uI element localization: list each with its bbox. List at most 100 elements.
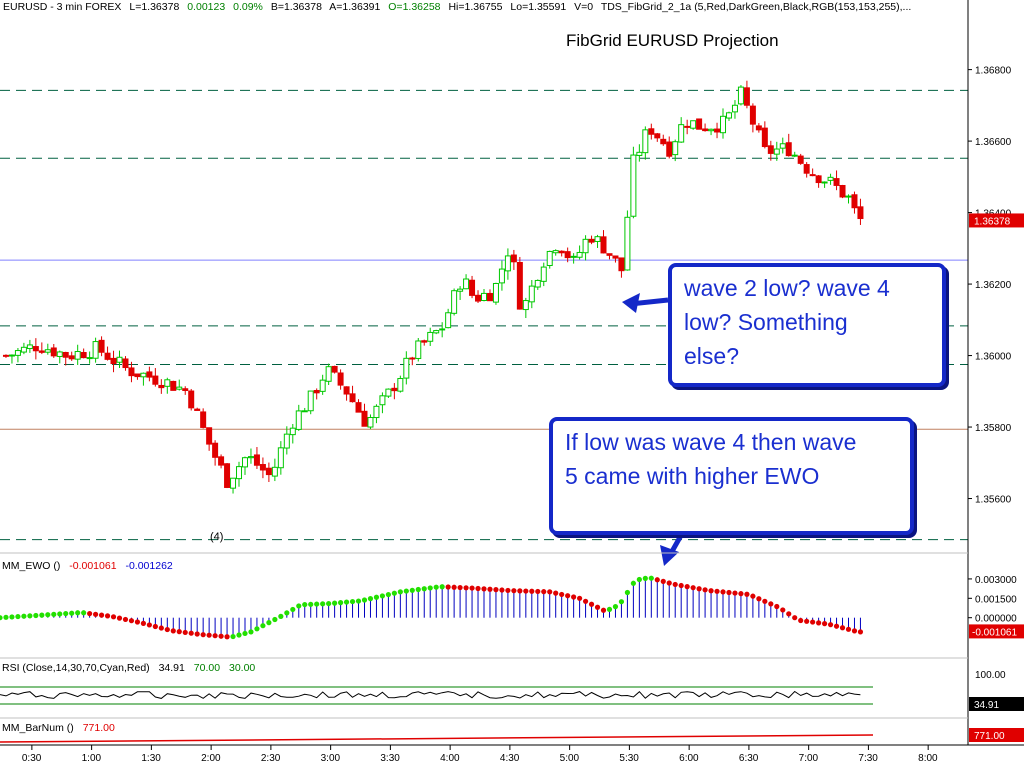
candle-body [570, 255, 577, 258]
candle-body [564, 251, 571, 259]
ewo-dot [457, 584, 463, 591]
candle-body [2, 354, 9, 357]
candle-body [528, 285, 535, 303]
ewo-dot [427, 585, 433, 591]
ewo-dot [272, 616, 278, 623]
ewo-dot [792, 615, 798, 621]
wave-4-label: (4) [210, 531, 224, 543]
ewo-dot [349, 598, 356, 605]
candle-body [170, 380, 177, 391]
candle-body [200, 411, 207, 428]
candle-body [845, 195, 852, 198]
ewo-dot [738, 591, 744, 597]
rsi-tick-label: 100.00 [975, 670, 1006, 681]
ewo-dot [553, 590, 559, 596]
ewo-dot [391, 590, 397, 596]
ewo-dot [308, 601, 314, 607]
ewo-dot [445, 584, 451, 590]
ewo-dot [39, 612, 45, 618]
candle-body [206, 427, 213, 445]
ewo-dot [230, 633, 236, 640]
candle-body [331, 365, 338, 373]
candle-body [433, 330, 440, 334]
ewo-dot [624, 589, 631, 596]
candle-body [427, 331, 434, 342]
ewo-dot [499, 587, 505, 593]
candle-body [122, 358, 129, 369]
rsi-panel: 100.00 34.91 [0, 670, 1024, 711]
ewo-dot [421, 586, 427, 592]
ewo-dot [577, 595, 583, 601]
ewo-dot [403, 588, 409, 594]
header-change-pct: 0.09% [233, 1, 263, 13]
header-change: 0.00123 [187, 1, 226, 13]
current-price-box [969, 213, 1024, 228]
ewo-dot [582, 598, 589, 604]
ewo-dot [254, 626, 260, 632]
candle-body [809, 174, 816, 177]
ewo-dot [529, 588, 535, 594]
ewo-dot [188, 630, 194, 636]
ewo-dot [475, 585, 481, 592]
candle-body [277, 447, 284, 469]
candle-body [725, 112, 732, 119]
ewo-dot [541, 589, 547, 595]
ewo-dot [839, 625, 846, 631]
ewo-dot [481, 586, 487, 592]
time-tick-label: 7:30 [858, 753, 878, 764]
candle-body [247, 456, 254, 459]
ewo-dot [51, 611, 57, 617]
callout-arrowhead-2 [660, 545, 679, 566]
ewo-dot [678, 582, 684, 589]
candle-body [606, 253, 613, 256]
ewo-dot [726, 589, 732, 596]
ewo-dot [224, 634, 230, 640]
callout-wave-question: wave 2 low? wave 4 low? Something else? [668, 263, 946, 387]
candle-body [857, 206, 864, 220]
ewo-current-label: -0.001061 [972, 627, 1017, 638]
ewo-label: MM_EWO () -0.001061 -0.001262 [2, 560, 173, 572]
time-tick-label: 7:00 [799, 753, 819, 764]
candle-body [618, 257, 625, 272]
candle-body [134, 373, 141, 378]
ewo-dot [821, 621, 828, 627]
candle-body [481, 292, 487, 302]
ewo-value-2: -0.001262 [125, 560, 173, 572]
candle-body [516, 261, 523, 310]
time-tick-label: 0:30 [22, 753, 42, 764]
ewo-dot [164, 626, 170, 633]
ewo-dot [857, 629, 864, 635]
ewo-dot [355, 598, 362, 604]
candle-body [827, 176, 834, 181]
ewo-dot [505, 587, 511, 594]
time-tick-label: 5:00 [560, 753, 580, 764]
ewo-panel: 0.003000 0.001500 0.000000 -0.001061 [0, 575, 1024, 640]
ewo-dot [660, 578, 666, 585]
chart-title: FibGrid EURUSD Projection [566, 31, 779, 50]
ewo-dot [571, 594, 577, 600]
candle-body [8, 354, 15, 357]
ewo-dot [559, 591, 565, 598]
candle-body [504, 255, 511, 272]
ewo-dot [218, 633, 224, 639]
ewo-dot [397, 589, 403, 595]
time-tick-label: 6:00 [679, 753, 699, 764]
ewo-dot [33, 612, 39, 619]
ewo-dot [798, 617, 804, 624]
candle-body [492, 282, 499, 303]
ewo-dot [296, 603, 302, 609]
ewo-dot [451, 584, 457, 590]
candle-body [469, 279, 476, 296]
candle-body [833, 178, 840, 186]
ewo-tick-label: 0.000000 [975, 614, 1017, 625]
header-volume: V=0 [574, 1, 594, 13]
candle-body [98, 339, 105, 353]
ewo-dot [194, 631, 200, 637]
ewo-dot [672, 581, 678, 588]
barnum-name: MM_BarNum () [2, 722, 74, 734]
candle-body [295, 410, 302, 430]
ewo-dot [744, 591, 750, 597]
barnum-panel: 771.00 [0, 728, 1024, 743]
price-tick-label: 1.35800 [975, 423, 1012, 434]
